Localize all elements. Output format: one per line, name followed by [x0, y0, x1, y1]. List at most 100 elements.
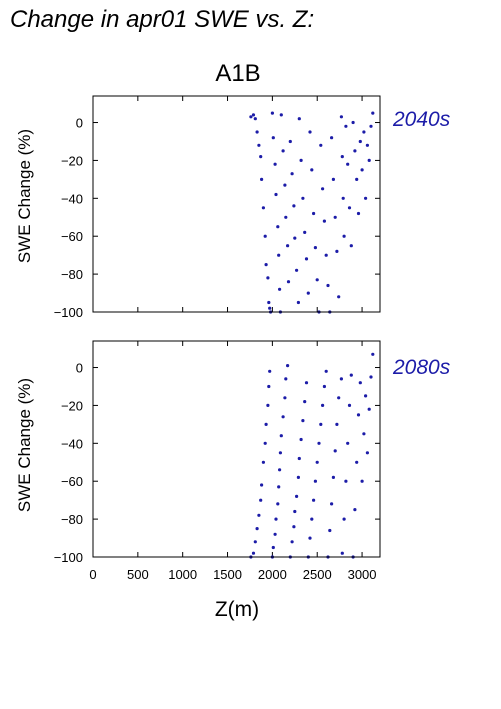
- data-point: [260, 177, 264, 181]
- data-point: [268, 369, 272, 373]
- data-point: [356, 211, 361, 216]
- data-point: [267, 300, 271, 305]
- plot-frame: [92, 340, 381, 558]
- data-point: [278, 287, 282, 291]
- data-point: [342, 234, 346, 238]
- data-point: [273, 532, 277, 536]
- data-point: [315, 278, 319, 282]
- x-tick-label: 0: [89, 567, 96, 582]
- data-point: [251, 113, 256, 117]
- data-point: [261, 460, 265, 464]
- data-point: [266, 276, 270, 280]
- data-point: [264, 263, 268, 267]
- data-point: [347, 206, 352, 210]
- data-point: [349, 244, 353, 248]
- y-tick-label: −20: [61, 153, 83, 168]
- data-point: [284, 215, 288, 219]
- data-point: [337, 396, 341, 400]
- data-point: [312, 498, 316, 502]
- x-tick-label: 3000: [348, 567, 377, 582]
- data-point: [306, 291, 310, 295]
- data-point: [340, 551, 344, 555]
- data-point: [263, 441, 267, 445]
- data-point: [362, 130, 366, 134]
- data-point: [257, 143, 261, 147]
- data-point: [310, 168, 314, 172]
- data-point: [369, 124, 373, 128]
- y-tick-label: −60: [61, 229, 83, 244]
- data-point: [342, 517, 346, 521]
- x-tick-label: 2500: [303, 567, 332, 582]
- data-point: [260, 483, 264, 487]
- data-point: [369, 375, 373, 379]
- data-point: [353, 149, 357, 153]
- data-point: [268, 306, 272, 310]
- data-point: [353, 508, 357, 512]
- data-point: [288, 139, 292, 144]
- data-point: [324, 369, 328, 373]
- panel-2040s: SWE Change (%) 2040s 0 −20 −40 −60 −80 −100: [15, 95, 451, 320]
- data-point: [264, 422, 268, 426]
- data-point: [339, 115, 343, 119]
- y-tick-label: −100: [54, 305, 83, 320]
- data-point: [322, 384, 326, 389]
- data-point: [259, 498, 263, 502]
- data-point: [312, 211, 316, 216]
- data-point: [279, 113, 283, 117]
- data-point: [346, 162, 350, 166]
- y-tick-label: 0: [76, 361, 83, 376]
- data-point: [308, 536, 312, 540]
- data-point: [299, 437, 303, 442]
- data-point: [351, 120, 355, 125]
- data-point: [270, 111, 274, 115]
- data-point: [301, 196, 305, 200]
- data-point: [313, 479, 317, 483]
- data-point: [281, 415, 285, 419]
- period-label: 2080s: [392, 356, 451, 379]
- y-axis-label: SWE Change (%): [15, 129, 34, 263]
- data-point: [303, 400, 307, 404]
- y-tick-label: −80: [61, 267, 83, 282]
- data-point: [263, 234, 267, 238]
- data-point: [251, 551, 256, 555]
- data-point: [267, 384, 271, 389]
- data-point: [326, 283, 330, 288]
- data-point: [333, 215, 337, 219]
- data-point: [271, 136, 275, 140]
- data-point: [279, 434, 283, 438]
- y-tick-label: −40: [61, 191, 83, 206]
- data-point: [296, 475, 300, 479]
- data-point: [340, 155, 344, 159]
- data-point: [367, 407, 371, 411]
- data-point: [371, 352, 375, 356]
- data-point: [271, 545, 275, 550]
- data-point: [274, 192, 278, 197]
- data-point: [365, 143, 369, 147]
- data-point: [276, 225, 280, 229]
- data-point: [304, 257, 309, 261]
- data-point: [281, 149, 285, 153]
- y-tick-label: 0: [76, 116, 83, 131]
- data-point: [335, 249, 339, 253]
- data-point: [341, 196, 345, 200]
- data-point: [331, 177, 335, 181]
- data-point: [297, 456, 301, 461]
- data-point: [295, 494, 299, 498]
- data-point: [255, 130, 259, 134]
- data-point: [257, 513, 261, 517]
- axis-ticks: 0 −20 −40 −60 −80 −100 0 500 1000 1500 2000 2500 300…: [54, 341, 380, 582]
- y-axis-label: SWE Change (%): [15, 378, 34, 512]
- data-point: [360, 168, 364, 172]
- data-point: [276, 502, 280, 506]
- data-point: [273, 162, 277, 166]
- data-point: [319, 143, 323, 147]
- data-point: [333, 449, 337, 453]
- data-point: [297, 117, 301, 121]
- data-point: [266, 403, 270, 407]
- data-point: [290, 172, 294, 176]
- data-point: [255, 527, 259, 531]
- period-label: 2040s: [392, 108, 451, 131]
- data-point: [355, 177, 359, 181]
- data-point: [290, 540, 294, 544]
